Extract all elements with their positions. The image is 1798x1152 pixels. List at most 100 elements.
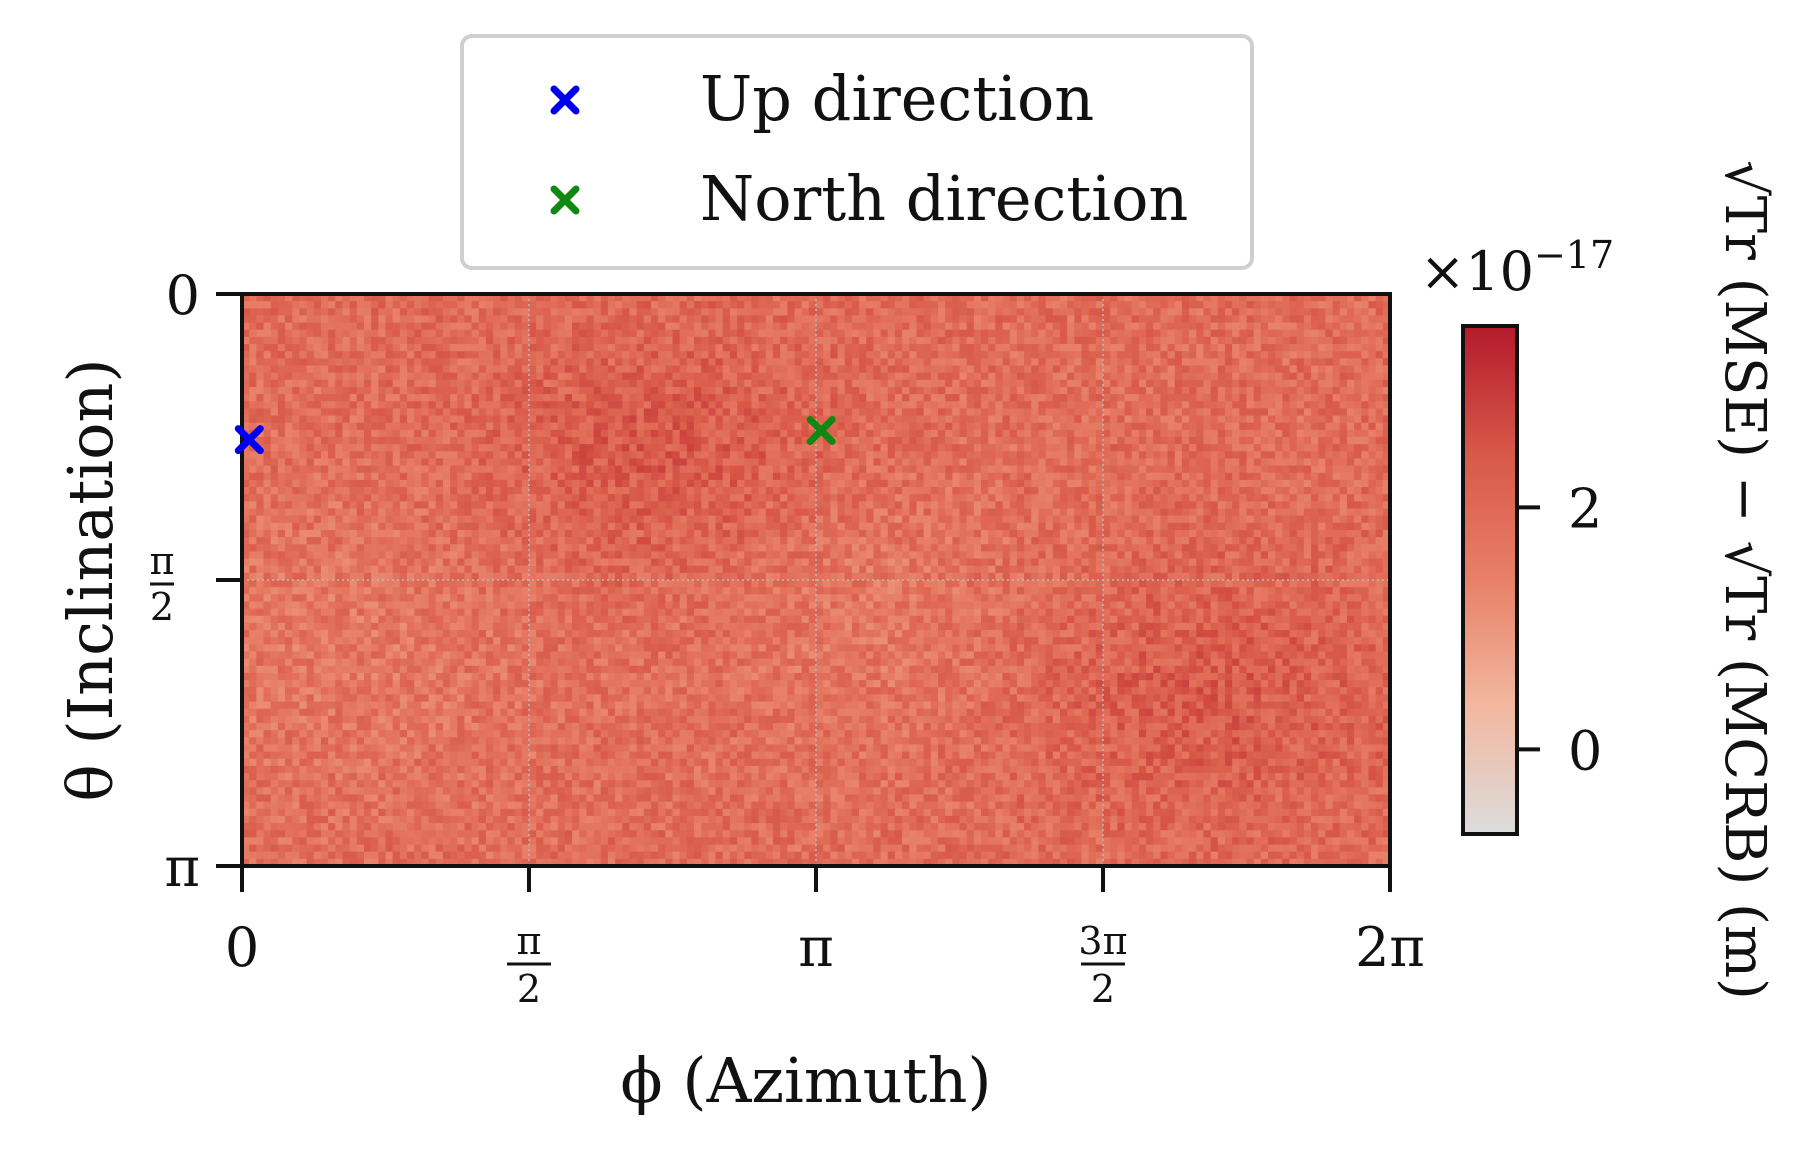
heatmap-cell <box>493 394 501 402</box>
heatmap-cell <box>428 472 437 481</box>
heatmap-cell <box>1117 336 1126 345</box>
heatmap-cell <box>615 372 623 381</box>
heatmap-cell <box>694 458 702 467</box>
heatmap-cell <box>335 415 344 424</box>
heatmap-cell <box>1311 429 1319 438</box>
heatmap-cell <box>937 408 946 417</box>
heatmap-cell <box>242 351 250 359</box>
heatmap-cell <box>794 372 803 381</box>
heatmap-cell <box>1059 479 1068 488</box>
heatmap-cell <box>536 458 544 467</box>
heatmap-cell <box>1146 479 1154 488</box>
heatmap-cell <box>1311 487 1319 495</box>
heatmap-cell <box>1268 379 1276 388</box>
heatmap-cell <box>636 351 645 359</box>
heatmap-cell <box>1131 394 1140 402</box>
heatmap-cell <box>313 408 322 417</box>
heatmap-cell <box>1074 465 1083 474</box>
heatmap-cell <box>1189 329 1197 338</box>
heatmap-cell <box>794 415 803 424</box>
heatmap-cell <box>1059 372 1068 381</box>
heatmap-cell <box>1382 344 1390 352</box>
heatmap-cell <box>256 494 265 502</box>
heatmap-cell <box>1024 386 1032 395</box>
heatmap-cell <box>981 429 989 438</box>
heatmap-cell <box>794 472 803 481</box>
heatmap-cell <box>493 472 501 481</box>
heatmap-cell <box>1361 351 1370 359</box>
heatmap-cell <box>414 444 422 452</box>
heatmap-cell <box>830 386 839 395</box>
heatmap-cell <box>1181 487 1190 495</box>
heatmap-cell <box>751 301 760 309</box>
heatmap-cell <box>837 479 846 488</box>
heatmap-cell <box>593 351 602 359</box>
heatmap-cell <box>744 315 753 324</box>
heatmap-cell <box>694 386 702 395</box>
heatmap-cell <box>600 365 609 374</box>
heatmap-cell <box>787 394 796 402</box>
heatmap-cell <box>1282 301 1291 309</box>
heatmap-cell <box>1275 494 1283 502</box>
heatmap-cell <box>1138 458 1147 467</box>
heatmap-cell <box>1167 351 1176 359</box>
heatmap-cell <box>715 501 724 510</box>
heatmap-cell <box>1232 508 1240 517</box>
heatmap-cell <box>1024 465 1032 474</box>
heatmap-cell <box>1354 351 1362 359</box>
heatmap-cell <box>823 487 831 495</box>
heatmap-cell <box>493 372 501 381</box>
heatmap-cell <box>435 358 444 367</box>
heatmap-cell <box>686 379 695 388</box>
heatmap-cell <box>1045 386 1054 395</box>
heatmap-cell <box>270 329 279 338</box>
heatmap-cell <box>816 322 824 331</box>
heatmap-cell <box>708 487 717 495</box>
heatmap-cell <box>593 494 602 502</box>
heatmap-cell <box>450 294 458 302</box>
heatmap-cell <box>428 301 437 309</box>
heatmap-cell <box>708 444 717 452</box>
heatmap-cell <box>1024 336 1032 345</box>
heatmap-cell <box>952 294 961 302</box>
heatmap-cell <box>665 429 674 438</box>
heatmap-cell <box>844 437 853 445</box>
heatmap-cell <box>514 508 523 517</box>
heatmap-cell <box>349 408 358 417</box>
heatmap-cell <box>694 294 702 302</box>
heatmap-cell <box>256 386 265 395</box>
heatmap-cell <box>995 301 1004 309</box>
heatmap-cell <box>607 372 616 381</box>
heatmap-cell <box>744 365 753 374</box>
heatmap-cell <box>1210 351 1219 359</box>
heatmap-cell <box>356 408 365 417</box>
heatmap-cell <box>529 301 537 309</box>
heatmap-cell <box>1160 422 1169 431</box>
heatmap-cell <box>665 472 674 481</box>
heatmap-cell <box>521 336 530 345</box>
heatmap-cell <box>615 294 623 302</box>
heatmap-cell <box>1217 422 1226 431</box>
heatmap-cell <box>751 437 760 445</box>
heatmap-cell <box>1016 394 1025 402</box>
heatmap-cell <box>342 344 351 352</box>
heatmap-cell <box>536 308 544 317</box>
heatmap-cell <box>758 322 767 331</box>
heatmap-cell <box>249 422 257 431</box>
heatmap-cell <box>937 329 946 338</box>
heatmap-cell <box>414 315 422 324</box>
heatmap-cell <box>371 401 379 409</box>
heatmap-cell <box>887 386 896 395</box>
heatmap-cell <box>1103 408 1111 417</box>
heatmap-cell <box>686 465 695 474</box>
heatmap-cell <box>1160 458 1169 467</box>
heatmap-cell <box>1354 422 1362 431</box>
heatmap-cell <box>328 444 336 452</box>
heatmap-cell <box>1103 315 1111 324</box>
heatmap-cell <box>1318 501 1327 510</box>
heatmap-cell <box>873 344 882 352</box>
heatmap-cell <box>959 315 968 324</box>
heatmap-cell <box>1095 315 1104 324</box>
heatmap-cell <box>902 437 910 445</box>
heatmap-cell <box>399 458 408 467</box>
